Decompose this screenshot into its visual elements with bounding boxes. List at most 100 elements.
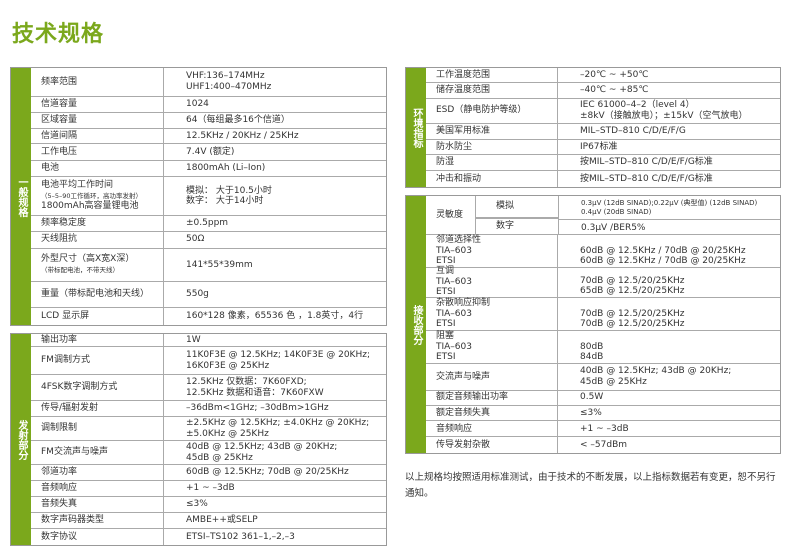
spec-label: 额定音频失真 [426,405,558,421]
spec-label: 天线阻抗 [31,231,164,248]
spec-label-line: ETSI [436,319,456,330]
spec-label: 调制限制 [31,417,164,440]
table-row: 防水防尘 IP67标准 [426,140,780,156]
spec-label: 美国军用标准 [426,123,558,140]
spec-label-line: 数字协议 [41,531,78,542]
spec-value: 40dB @ 12.5KHz; 43dB @ 20KHz; 45dB @ 25KH… [558,364,780,390]
spec-label-line: 输出功率 [41,334,78,345]
spec-label: 区域容量 [31,112,164,128]
table-row: 冲击和振动 按MIL–STD–810 C/D/E/F/G标准 [426,171,780,188]
spec-value-line: ≤3% [186,499,208,510]
table-row: 阻塞 TIA–603 ETSI 80dB 84dB [426,331,780,364]
spec-value-line: 1800mAh (Li–Ion) [186,163,266,174]
spec-value-line: 80dB [580,341,604,352]
table-row: 互调 TIA–603 ETSI 70dB @ 12.5/20/25KHz 65dB @ … [426,266,780,298]
spec-label: 音频失真 [31,497,164,512]
table-row: 额定音频失真 ≤3% [426,405,780,422]
table-row: 额定音频输出功率 0.5W [426,390,780,406]
spec-value-line: 84dB [580,352,604,363]
spec-value-line: IEC 61000–4–2（level 4） [580,100,695,111]
disclaimer-note: 以上规格均按照适用标准测试，由于技术的不断发展，以上指标数据若有变更，恕不另行通… [405,472,776,499]
spec-value-line: 12.5KHz 仅数据：7K60FXD; [186,377,307,387]
spec-label-line: 杂散响应抑制 [436,298,491,309]
table-row: 传导发射杂散 < –57dBm [426,437,780,454]
spec-value-line: 70dB @ 12.5/20/25KHz [580,308,685,319]
table-row: FM调制方式 11K0F3E @ 12.5KHz; 14K0F3E @ 20KHz… [31,347,386,375]
spec-value-line: 60dB @ 12.5KHz / 70dB @ 20/25KHz [580,245,746,256]
transmit-specs-table: 发射部分 输出功率 1W FM调制方式 11K0F3E @ 12.5KHz; 14K0… [10,333,387,546]
spec-label-line: 电池平均工作时间 [41,180,114,191]
spec-value: 12.5KHz 仅数据：7K60FXD; 12.5KHz 数据和语音：7K60FX… [164,375,386,400]
spec-label-line: 信道间隔 [41,130,78,141]
spec-value: 1024 [164,97,386,112]
spec-label: 杂散响应抑制 TIA–603 ETSI [426,297,558,331]
spec-label-line: 频率稳定度 [41,218,87,229]
table-row: 外型尺寸（高X宽X深） （带标配电池，不带天线） 141*55*39mm [31,248,386,283]
spec-value: 7.4V (额定) [164,144,386,160]
spec-value: 按MIL–STD–810 C/D/E/F/G标准 [558,155,780,170]
spec-value-line: 45dB @ 25KHz [580,376,647,387]
spec-label-line: LCD 显示屏 [41,311,90,322]
spec-label-line: 邻道功率 [41,467,78,478]
spec-sublabel: 模拟 [496,201,515,212]
spec-label-line: ETSI [436,256,456,267]
table-row: 邻道选择性 TIA–603 ETSI 60dB @ 12.5KHz / 70dB @ … [426,235,780,268]
spec-value-line: UHF1:400–470MHz [186,81,272,92]
spec-label: 冲击和振动 [426,171,558,188]
spec-label-line: 额定音频失真 [436,407,491,418]
spec-value: 80dB 84dB [558,331,780,363]
spec-label-line: 外型尺寸（高X宽X深） [41,254,135,265]
spec-value: IEC 61000–4–2（level 4） ±8kV（接触放电）；±15kV（空… [558,99,780,123]
table-row: 音频响应 +1 ~ –3dB [31,481,386,497]
spec-label-line: TIA–603 [436,276,472,287]
table-row: 邻道功率 60dB @ 12.5KHz; 70dB @ 20/25KHz [31,465,386,481]
spec-label-line: 防水防尘 [436,142,473,153]
table-row: 杂散响应抑制 TIA–603 ETSI 70dB @ 12.5/20/25KHz 70d… [426,297,780,332]
spec-label-line: TIA–603 [436,308,472,319]
spec-value: VHF:136–174MHz UHF1:400–470MHz [164,68,386,96]
spec-value-line: 40dB @ 12.5KHz; 43dB @ 20KHz; [580,366,732,377]
table-row: 防湿 按MIL–STD–810 C/D/E/F/G标准 [426,155,780,172]
spec-value: 0.3μV (12dB SINAD);0.22μV (典型值) (12dB SI… [581,198,758,207]
spec-label-line: FM交流声与噪声 [41,447,108,458]
table-row-sensitivity: 灵敏度 模拟 数字 0.3μV (12dB SINAD);0.22μV (典型值… [426,196,780,235]
spec-value-line [580,268,780,276]
spec-label: 信道间隔 [31,128,164,144]
spec-value-line: 1024 [186,98,209,109]
spec-label-line: 4FSK数字调制方式 [41,382,118,393]
table-row: 信道容量 1024 [31,96,386,113]
spec-label: FM交流声与噪声 [31,441,164,464]
spec-value: 40dB @ 12.5KHz; 43dB @ 20KHz; 45dB @ 25KH… [164,441,386,464]
table-row: 美国军用标准 MIL–STD–810 C/D/E/F/G [426,123,780,141]
spec-value-line: ±5.0KHz @ 25KHz [186,428,269,439]
spec-value-line: VHF:136–174MHz [186,71,265,82]
spec-value: ≤3% [558,406,780,421]
spec-value: 按MIL–STD–810 C/D/E/F/G标准 [558,171,780,187]
spec-value: IP67标准 [558,140,780,154]
spec-label-line: 美国军用标准 [436,126,491,137]
spec-label-line: 1800mAh高容量锂电池 [41,201,139,212]
spec-value-line: AMBE++或SELP [186,515,258,526]
section-label: 环境指标 [406,68,426,187]
table-row: 音频失真 ≤3% [31,497,386,513]
spec-label: 音频响应 [31,481,164,496]
spec-value: 11K0F3E @ 12.5KHz; 14K0F3E @ 20KHz; 16K0F… [164,347,386,374]
spec-label-line: TIA–603 [436,341,472,352]
spec-value-line: 11K0F3E @ 12.5KHz; 14K0F3E @ 20KHz; [186,350,370,360]
table-row: 频率范围 VHF:136–174MHz UHF1:400–470MHz [31,68,386,97]
table-row: 输出功率 1W [31,334,386,347]
spec-value-line: 60dB @ 12.5KHz / 70dB @ 20/25KHz [580,256,746,267]
spec-label: 数字协议 [31,529,164,545]
spec-value-line: ±0.5ppm [186,218,229,229]
table-row: 区域容量 64（每组最多16个信道） [31,112,386,129]
spec-value-line: 50Ω [186,234,205,245]
table-row: 天线阻抗 50Ω [31,231,386,249]
spec-label-line: 阻塞 [436,331,455,342]
spec-value: 64（每组最多16个信道） [164,113,386,128]
table-row: 调制限制 ±2.5KHz @ 12.5KHz; ±4.0KHz @ 20KHz; ±… [31,417,386,441]
spec-label: 阻塞 TIA–603 ETSI [426,331,558,363]
spec-value: –36dBm<1GHz; –30dBm>1GHz [164,401,386,416]
spec-label-line: 音频失真 [41,499,78,510]
spec-value-line: MIL–STD–810 C/D/E/F/G [580,126,686,137]
spec-sublabel: 数字 [496,221,515,232]
